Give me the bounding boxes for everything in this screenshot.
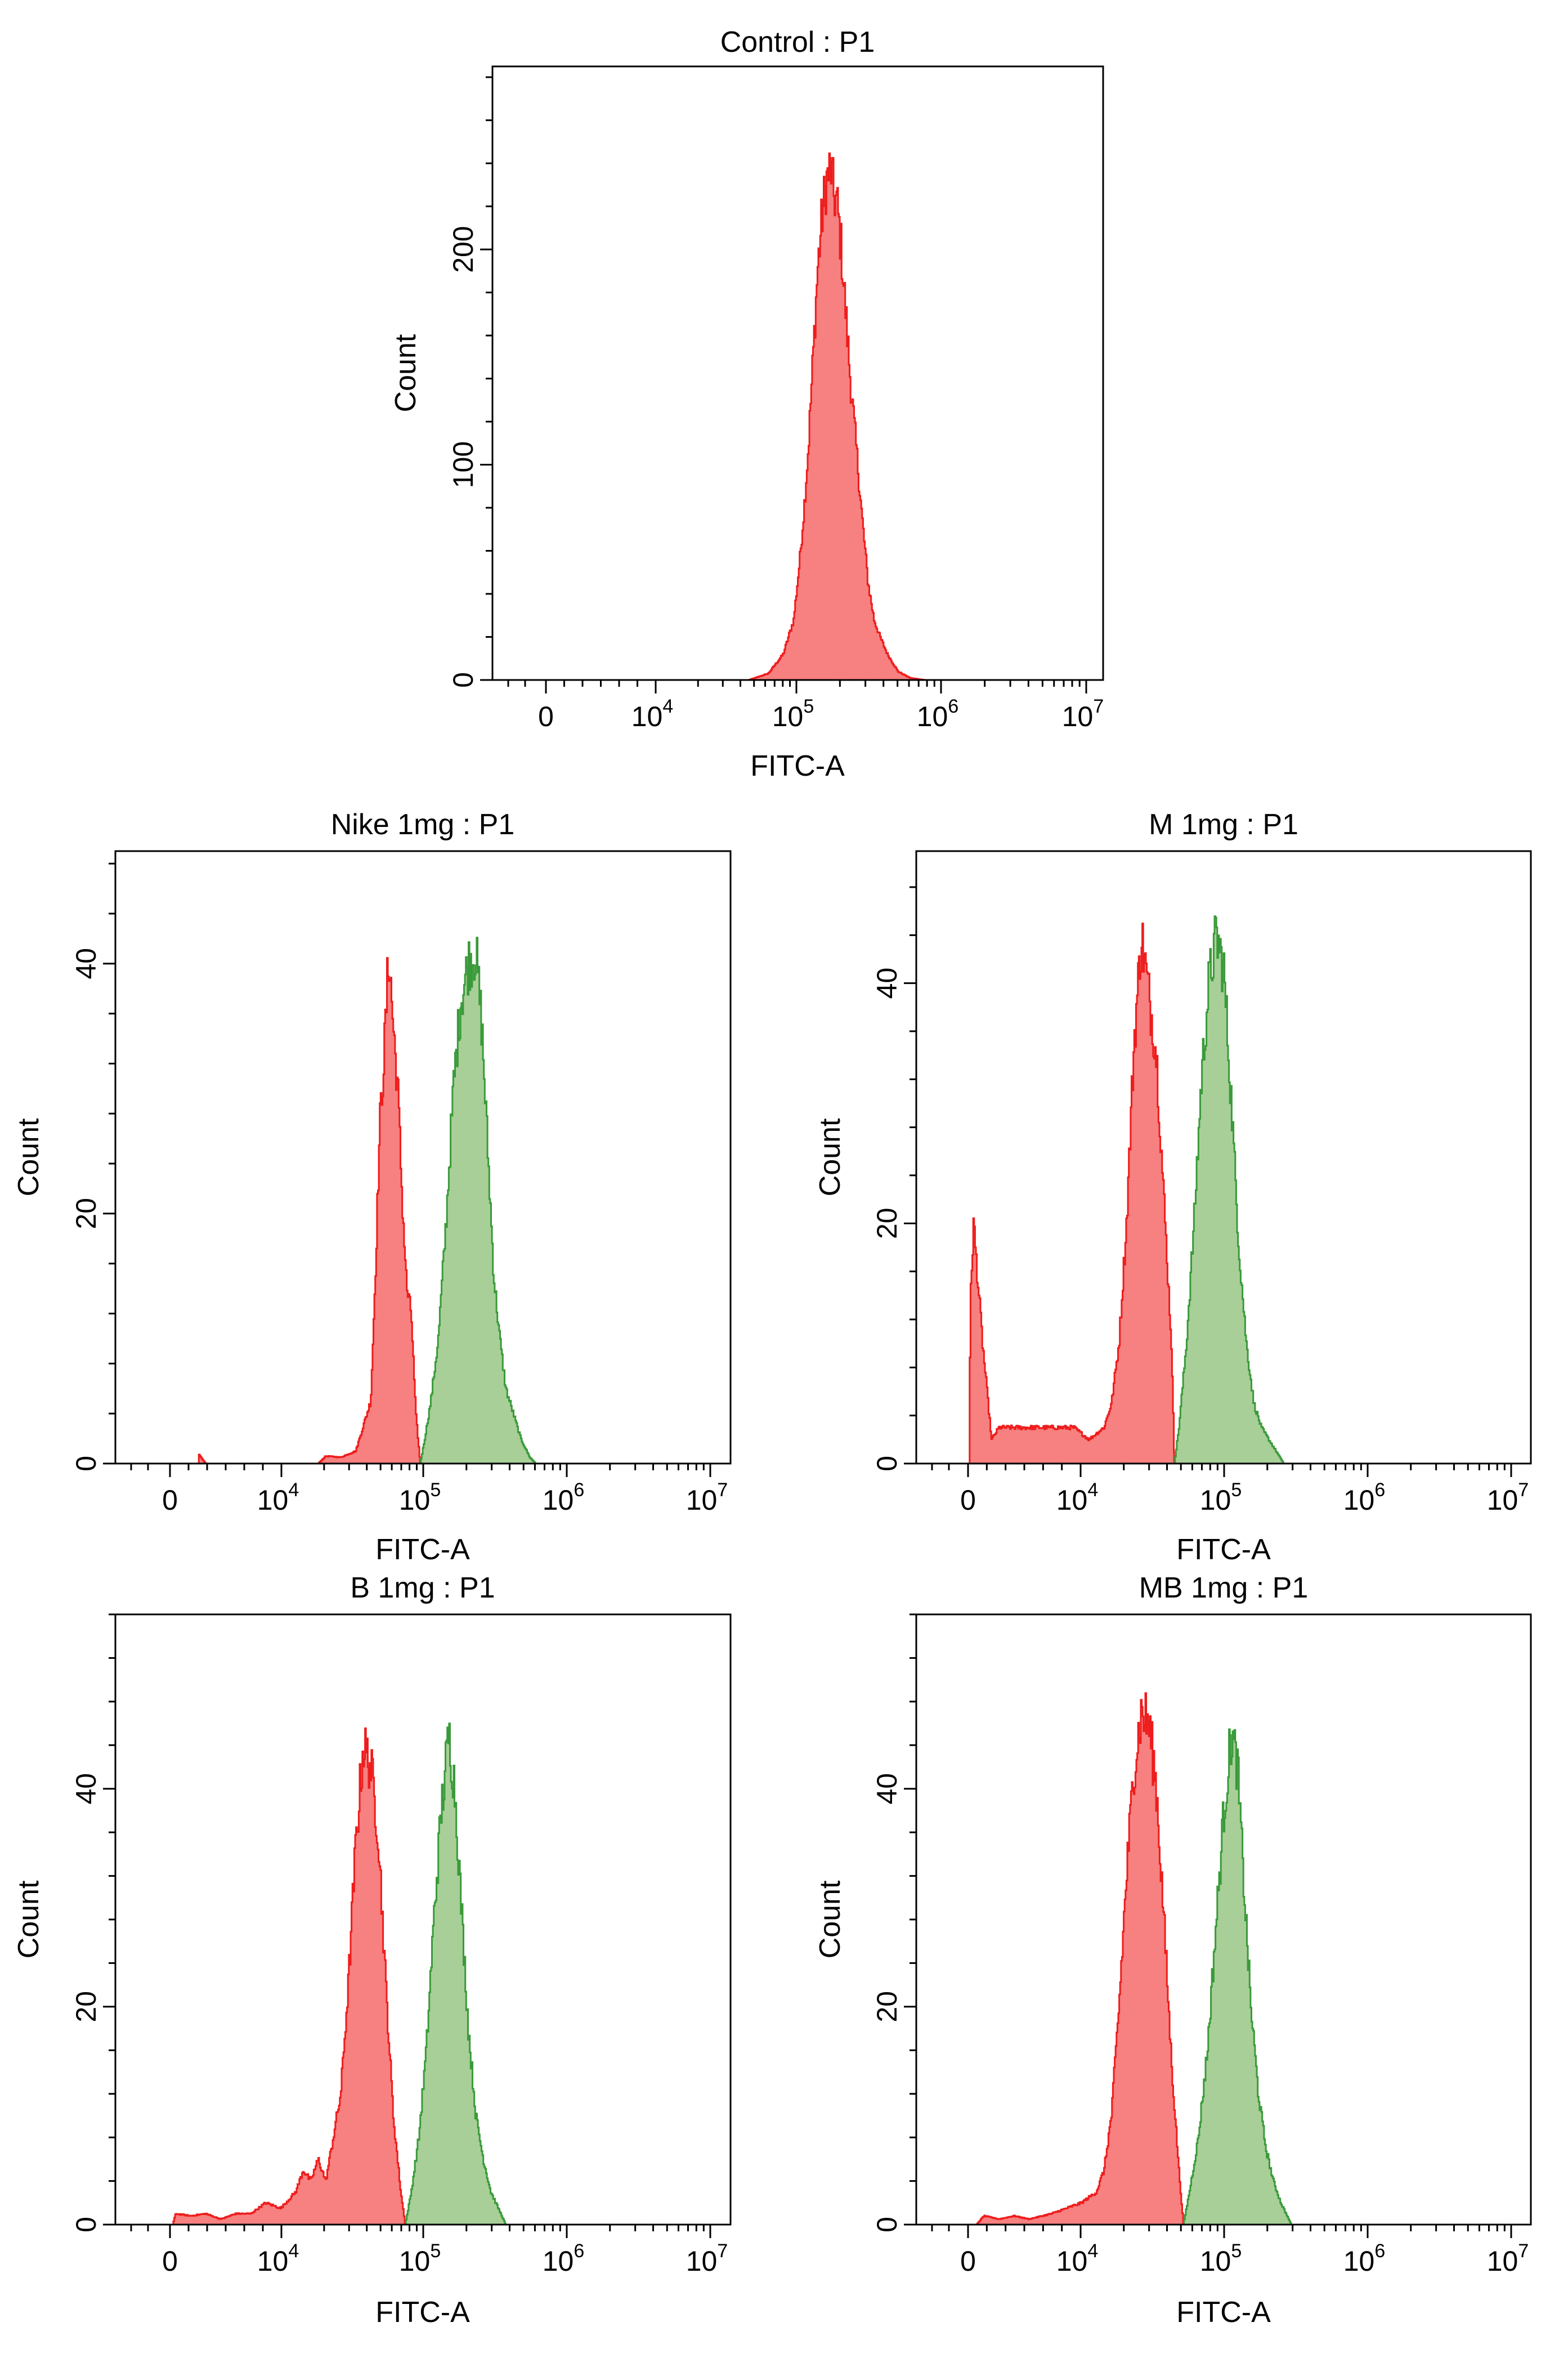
y-tick-label: 0 [70,1456,102,1471]
x-tick-label: 0 [162,1484,178,1516]
x-tick-label: 105 [772,696,814,732]
histogram-green-1 [1183,1728,1292,2226]
x-tick-exponent: 4 [288,1479,299,1501]
x-tick-label: 106 [543,2240,585,2277]
x-tick-label: 104 [257,1479,299,1516]
x-tick-exponent: 5 [1231,2240,1242,2262]
x-axis-title: FITC-A [375,2296,470,2329]
x-tick-exponent: 5 [1231,1479,1242,1501]
y-tick-label: 0 [70,2217,102,2232]
y-axis-title: Count [814,1118,846,1196]
y-axis-title: Count [12,1118,45,1196]
y-tick-label: 40 [871,968,903,999]
x-tick-label: 0 [162,2245,178,2277]
x-tick-label: 104 [631,696,674,732]
x-tick-exponent: 7 [717,1479,728,1501]
x-tick-label: 105 [399,2240,441,2277]
x-tick-exponent: 4 [288,2240,299,2262]
y-tick-label: 40 [70,1773,102,1805]
x-tick-label: 107 [686,2240,728,2277]
x-tick-exponent: 5 [803,696,814,717]
y-tick-label: 20 [871,1991,903,2023]
x-tick-label: 107 [1487,2240,1529,2277]
y-tick-label: 20 [871,1208,903,1240]
x-tick-label: 0 [538,701,554,732]
x-tick-label: 107 [1062,696,1104,732]
x-tick-label: 105 [399,1479,441,1516]
y-tick-label: 100 [447,441,479,488]
panel-title: Nike 1mg : P1 [331,808,515,841]
panel-title: B 1mg : P1 [350,1572,495,1604]
x-tick-label: 106 [1343,2240,1386,2277]
x-tick-exponent: 7 [1093,696,1104,717]
panel-title: M 1mg : P1 [1149,808,1298,841]
x-tick-exponent: 4 [1087,1479,1098,1501]
y-axis-title: Count [389,334,422,412]
x-tick-label: 104 [1056,2240,1099,2277]
histogram-red-0 [198,957,421,1465]
x-tick-exponent: 5 [430,2240,441,2262]
x-tick-label: 106 [917,696,959,732]
histogram-red-0 [172,1727,406,2226]
panel-m-1mg: M 1mg : P1 Count FITC-A 0 20 40 0 104 105 106 1… [814,808,1532,1566]
x-tick-label: 105 [1200,2240,1242,2277]
panel-title: Control : P1 [720,26,875,59]
x-tick-label: 106 [1343,1479,1386,1516]
y-axis-title: Count [814,1880,846,1958]
x-tick-label: 104 [1056,1479,1099,1516]
panel-title: MB 1mg : P1 [1139,1572,1309,1604]
y-tick-label: 20 [70,1991,102,2023]
y-tick-label: 40 [70,948,102,979]
plot-frame [114,850,732,1465]
x-axis-title: FITC-A [375,1533,470,1566]
panel-control: Control : P1 Count FITC-A 0 100 200 0 104 105… [389,26,1104,782]
x-tick-exponent: 7 [1518,1479,1529,1501]
x-tick-label: 104 [257,2240,299,2277]
x-axis-title: FITC-A [1176,2296,1271,2329]
histogram-red-0 [976,1692,1184,2226]
x-axis-title: FITC-A [1176,1533,1271,1566]
y-axis-title: Count [12,1880,45,1958]
x-tick-exponent: 6 [948,696,958,717]
x-tick-label: 107 [686,1479,728,1516]
histogram-green-1 [420,937,536,1465]
x-tick-exponent: 7 [1518,2240,1529,2262]
x-tick-exponent: 5 [430,1479,441,1501]
histogram-green-1 [405,1722,507,2226]
panel-nike-1mg: Nike 1mg : P1 Count FITC-A 0 20 40 0 104 105 1… [12,808,732,1566]
x-tick-label: 107 [1487,1479,1529,1516]
y-tick-label: 0 [447,672,479,688]
y-tick-label: 0 [871,1456,903,1471]
y-tick-label: 0 [871,2217,903,2232]
panel-b-1mg: B 1mg : P1 Count FITC-A 0 20 40 0 104 105 106 1… [12,1572,732,2329]
histogram-red-0 [969,923,1175,1465]
x-tick-exponent: 7 [717,2240,728,2262]
panel-mb-1mg: MB 1mg : P1 Count FITC-A 0 20 40 0 104 105 106… [814,1572,1532,2329]
histogram-green-1 [1174,915,1284,1465]
x-axis-title: FITC-A [750,750,845,782]
x-tick-exponent: 6 [1374,2240,1385,2262]
x-tick-exponent: 6 [574,2240,584,2262]
y-tick-label: 40 [871,1773,903,1805]
x-tick-label: 106 [543,1479,585,1516]
x-tick-label: 0 [960,1484,976,1516]
y-tick-label: 200 [447,226,479,272]
histogram-red-0 [749,152,925,681]
x-tick-exponent: 4 [1087,2240,1098,2262]
x-tick-exponent: 4 [662,696,673,717]
x-tick-label: 105 [1200,1479,1242,1516]
y-tick-label: 20 [70,1198,102,1229]
x-tick-label: 0 [960,2245,976,2277]
x-tick-exponent: 6 [1374,1479,1385,1501]
plot-frame [491,65,1104,681]
x-tick-exponent: 6 [574,1479,584,1501]
